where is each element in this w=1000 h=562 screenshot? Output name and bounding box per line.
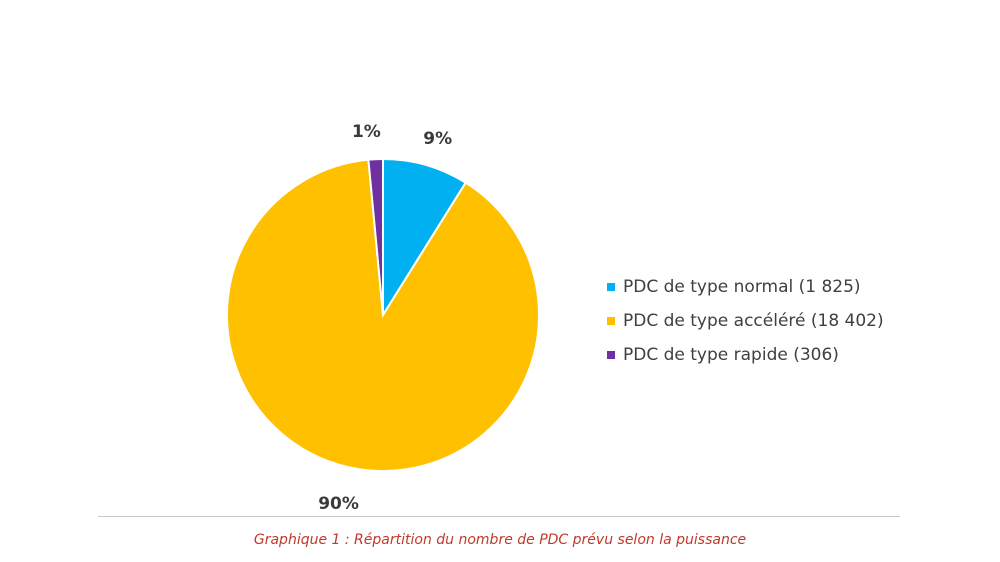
legend-swatch bbox=[607, 351, 615, 359]
slice-normal bbox=[382, 157, 468, 319]
label-normal: 9% bbox=[423, 129, 452, 149]
legend-label: PDC de type rapide (306) bbox=[623, 345, 839, 365]
divider bbox=[98, 516, 900, 517]
legend-item-accelere: PDC de type accéléré (18 402) bbox=[607, 304, 884, 338]
slice-rapide bbox=[367, 157, 384, 316]
legend-swatch bbox=[607, 283, 615, 291]
label-accelere: 90% bbox=[318, 494, 359, 514]
legend-item-rapide: PDC de type rapide (306) bbox=[607, 338, 884, 372]
legend: PDC de type normal (1 825) PDC de type ac… bbox=[607, 270, 884, 372]
legend-label: PDC de type normal (1 825) bbox=[623, 277, 861, 297]
legend-label: PDC de type accéléré (18 402) bbox=[623, 311, 884, 331]
figure-caption: Graphique 1 : Répartition du nombre de P… bbox=[253, 532, 747, 548]
slice-accelere bbox=[226, 158, 540, 472]
legend-swatch bbox=[607, 317, 615, 325]
label-rapide: 1% bbox=[352, 122, 381, 142]
legend-item-normal: PDC de type normal (1 825) bbox=[607, 270, 884, 304]
